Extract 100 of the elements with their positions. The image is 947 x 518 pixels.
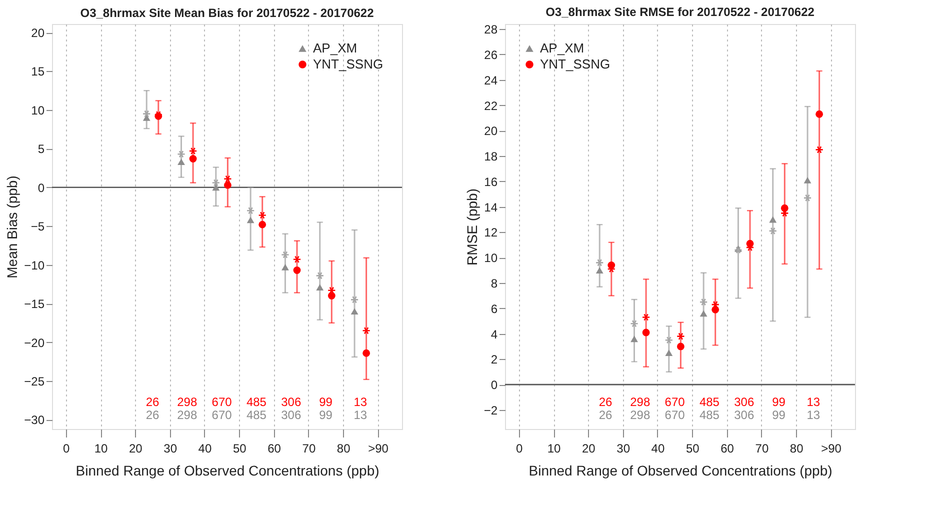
y-tick-label: 4	[490, 327, 498, 342]
point	[292, 256, 302, 264]
annotation: 26	[598, 395, 612, 409]
point	[362, 326, 370, 334]
point	[246, 216, 254, 224]
x-tick-label: 80	[336, 442, 351, 456]
point	[362, 349, 370, 357]
annotation: 298	[630, 395, 650, 409]
x-tick-label: >90	[821, 442, 842, 456]
y-tick-label: 2	[490, 352, 498, 367]
point	[293, 266, 301, 274]
point	[816, 110, 824, 118]
y-tick-label: 0	[38, 180, 45, 195]
x-tick-label: 80	[790, 442, 804, 456]
annotation: 485	[246, 395, 267, 409]
x-tick-label: 50	[686, 442, 700, 456]
x-tick-label: 20	[582, 442, 596, 456]
point	[596, 267, 604, 274]
point	[664, 336, 674, 344]
point	[804, 176, 812, 184]
annotation: 13	[806, 395, 820, 409]
x-tick-label: 40	[651, 442, 665, 456]
annotation: 670	[664, 395, 686, 409]
y-tick-label: 10	[31, 103, 45, 118]
annotation: 26	[146, 395, 160, 409]
annotation: 306	[734, 395, 754, 409]
y-tick-label: 6	[490, 302, 498, 316]
annotation: 99	[772, 408, 786, 422]
chart-title: O3_8hrmax Site RMSE for 20170522 - 20170622	[546, 5, 815, 20]
y-tick-label: 8	[490, 276, 498, 290]
point	[212, 184, 220, 191]
x-tick-label: 0	[516, 442, 524, 456]
annotation: 306	[281, 395, 302, 409]
point	[189, 155, 197, 162]
point	[803, 194, 812, 202]
point	[246, 206, 255, 214]
y-tick-label: 24	[484, 73, 498, 88]
point	[630, 336, 638, 342]
y-tick-label: 5	[38, 142, 45, 156]
point	[212, 179, 220, 186]
point	[142, 110, 151, 118]
point	[700, 310, 708, 317]
y-tick-label: 10	[484, 251, 498, 266]
annotation: 298	[630, 408, 650, 422]
point	[815, 146, 824, 154]
point	[316, 272, 324, 280]
legend-label: AP_XM	[540, 40, 584, 56]
point	[642, 314, 650, 321]
point	[177, 150, 186, 158]
point	[676, 342, 684, 350]
x-axis-title: Binned Range of Observed Concentrations (ppb)	[76, 462, 380, 478]
x-tick-label: 20	[128, 442, 143, 456]
point	[676, 332, 685, 340]
point	[328, 292, 336, 300]
x-tick-label: >90	[368, 442, 389, 456]
y-tick-label: 20	[31, 26, 45, 40]
point	[281, 251, 290, 258]
y-tick-label: 16	[484, 174, 498, 189]
annotation: 99	[319, 395, 333, 409]
x-tick-label: 60	[720, 442, 734, 456]
y-tick-label: 0	[490, 378, 498, 392]
y-tick-label: −5	[30, 220, 45, 234]
point	[282, 264, 289, 270]
point	[316, 284, 324, 290]
annotation: 306	[734, 408, 754, 422]
annotation: 485	[699, 408, 720, 422]
y-tick-label: 15	[31, 64, 45, 79]
y-tick-label: 28	[484, 22, 498, 37]
annotation: 13	[806, 408, 820, 422]
y-tick-label: −15	[24, 297, 45, 312]
annotation: 99	[772, 395, 786, 409]
y-tick-label: −10	[24, 258, 45, 272]
x-tick-label: 10	[547, 442, 562, 456]
x-tick-label: 70	[755, 442, 769, 456]
annotation: 670	[664, 408, 686, 422]
y-tick-label: 26	[484, 48, 498, 62]
x-axis-title: Binned Range of Observed Concentrations (ppb)	[528, 462, 832, 478]
x-tick-label: 30	[164, 442, 178, 456]
x-tick-label: 10	[94, 442, 108, 456]
y-axis-title: RMSE (ppb)	[464, 188, 480, 266]
x-tick-label: 70	[302, 442, 316, 456]
y-axis-title: Mean Bias (ppb)	[4, 176, 20, 278]
point	[595, 258, 604, 266]
point	[188, 147, 198, 155]
chart-title: O3_8hrmax Site Mean Bias for 20170522 - 20170622	[80, 6, 374, 20]
x-tick-label: 50	[232, 442, 247, 456]
annotation: 13	[354, 408, 368, 422]
y-tick-label: 14	[484, 200, 498, 214]
annotation: 298	[177, 395, 198, 409]
legend-label: YNT_SSNG	[540, 56, 610, 72]
point	[350, 308, 358, 315]
annotation: 670	[212, 395, 232, 409]
annotation: 485	[699, 395, 720, 409]
point	[350, 296, 359, 304]
point	[178, 158, 185, 166]
y-tick-label: 20	[484, 124, 498, 138]
x-tick-label: 0	[63, 442, 70, 456]
y-tick-label: −2	[484, 403, 498, 418]
y-tick-label: −25	[24, 374, 45, 388]
point	[258, 212, 267, 219]
